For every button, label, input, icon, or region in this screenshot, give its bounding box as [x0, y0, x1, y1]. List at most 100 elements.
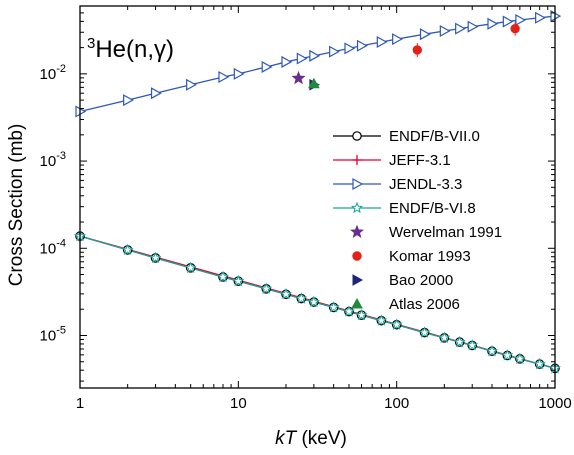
- data-point: [485, 344, 499, 357]
- legend-marker: [352, 131, 362, 141]
- legend-marker: [352, 155, 362, 165]
- y-tick-label: 10-5: [40, 324, 66, 344]
- legend-entry-bao-2000: Bao 2000: [352, 272, 453, 289]
- data-point: [342, 305, 356, 317]
- legend-label: ENDF/B-VI.8: [389, 200, 476, 217]
- data-point: [344, 42, 356, 55]
- data-point: [510, 23, 520, 34]
- data-point: [291, 70, 306, 85]
- chart-title: 3He(n,γ): [87, 35, 174, 63]
- y-tick-label-base: 10: [40, 327, 57, 344]
- data-point: [329, 45, 340, 58]
- data-point: [455, 22, 466, 35]
- x-axis-label-variable: kT: [275, 428, 298, 449]
- data-point: [216, 270, 230, 283]
- data-point: [467, 20, 479, 33]
- legend-entry-atlas-2006: Atlas 2006: [351, 296, 460, 313]
- legend-marker: [350, 201, 364, 214]
- legend-label: ENDF/B-VII.0: [389, 128, 480, 145]
- y-tick-label-exponent: -2: [56, 63, 66, 75]
- y-axis-label: Cross Section (mb): [6, 124, 27, 287]
- legend-marker: [352, 274, 364, 286]
- data-point: [376, 35, 388, 49]
- data-point: [419, 28, 431, 41]
- data-point: [487, 17, 499, 30]
- data-point: [261, 60, 273, 73]
- data-point: [412, 45, 423, 55]
- data-point: [438, 331, 451, 343]
- y-tick-label-base: 10: [40, 153, 57, 170]
- y-tick-label-base: 10: [40, 240, 57, 257]
- data-point: [502, 15, 514, 28]
- data-point: [356, 39, 368, 52]
- y-tick-label: 10-3: [40, 150, 66, 170]
- legend-label: Komar 1993: [389, 248, 471, 265]
- markers-endf-b-vi-8: [73, 229, 562, 374]
- data-point: [453, 335, 466, 348]
- y-tick-label-base: 10: [40, 66, 57, 83]
- data-point: [184, 261, 197, 273]
- data-point: [281, 55, 293, 68]
- data-point: [123, 94, 134, 107]
- data-point: [279, 287, 293, 300]
- x-tick-label: 100: [384, 395, 409, 412]
- data-point: [232, 274, 245, 287]
- y-tick-label-exponent: -3: [56, 150, 66, 162]
- legend: ENDF/B-VII.0 JEFF-3.1 JENDL-3.3 ENDF/B-VI.8…: [333, 128, 502, 313]
- data-point: [390, 318, 403, 330]
- markers-jendl-3-3: [75, 10, 562, 118]
- data-point: [418, 326, 431, 338]
- data-point: [149, 251, 162, 264]
- y-tick-label-exponent: -4: [56, 237, 66, 249]
- legend-label: JEFF-3.1: [389, 152, 451, 169]
- data-point: [466, 339, 479, 351]
- data-point: [392, 33, 403, 46]
- data-point: [327, 301, 340, 313]
- x-tick-label: 1000: [538, 395, 571, 412]
- plot-frame: [79, 5, 556, 389]
- data-point: [260, 282, 273, 294]
- y-tick-label: 10-4: [40, 237, 66, 257]
- data-point: [535, 11, 546, 24]
- legend-entry-jeff-3-1: JEFF-3.1: [333, 152, 451, 169]
- legend-label: Bao 2000: [389, 272, 453, 289]
- markers-endf-b-vii-0: [75, 231, 560, 374]
- data-point: [439, 24, 451, 38]
- legend-entry-endf-b-vi-8: ENDF/B-VI.8: [333, 200, 476, 217]
- x-axis-label-unit: (keV): [296, 428, 347, 449]
- experiment-komar-1993: [412, 21, 520, 57]
- x-tick-label: 10: [230, 395, 247, 412]
- x-axis-label: kT (keV): [275, 428, 347, 449]
- y-tick-label-exponent: -5: [56, 324, 66, 336]
- legend-marker: [351, 297, 363, 309]
- y-tick-label: 10-2: [40, 63, 66, 83]
- data-point: [186, 78, 197, 91]
- data-point: [218, 71, 230, 84]
- data-point: [121, 243, 134, 256]
- experiment-atlas-2006: [308, 77, 320, 89]
- data-point: [375, 314, 388, 326]
- data-point: [150, 87, 162, 100]
- legend-marker: [349, 224, 365, 238]
- data-point: [308, 77, 320, 89]
- legend-entry-jendl-3-3: JENDL-3.3: [333, 176, 462, 193]
- data-point: [515, 13, 527, 26]
- legend-entry-komar-1993: Komar 1993: [352, 248, 471, 265]
- chart-title-superscript: 3: [87, 35, 95, 52]
- legend-entry-wervelman-1991: Wervelman 1991: [349, 224, 502, 241]
- data-point: [233, 67, 245, 80]
- legend-label: JENDL-3.3: [389, 176, 462, 193]
- data-point: [309, 49, 321, 62]
- data-point: [296, 52, 308, 65]
- experiment-wervelman-1991: [291, 70, 306, 85]
- x-tick-label: 1: [76, 395, 84, 412]
- data-point: [355, 308, 368, 321]
- legend-label: Wervelman 1991: [389, 224, 502, 241]
- legend-label: Atlas 2006: [389, 296, 460, 313]
- data-point: [295, 292, 308, 304]
- series-layer: [73, 10, 562, 374]
- legend-entry-endf-b-vii-0: ENDF/B-VII.0: [333, 128, 480, 145]
- data-point: [501, 349, 514, 361]
